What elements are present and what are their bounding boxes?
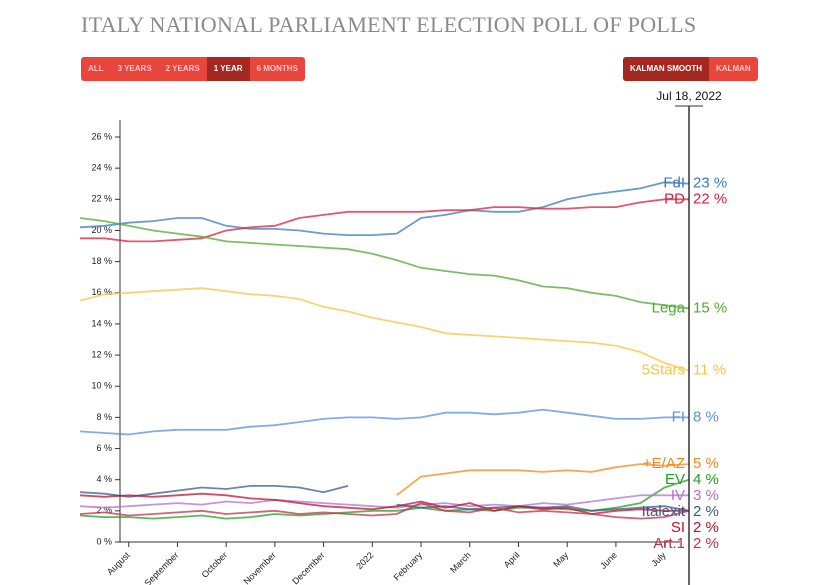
x-tick-label: May	[551, 550, 570, 569]
toggle-button[interactable]: KALMAN SMOOTH	[623, 57, 709, 81]
series-value-label: 2 %	[693, 535, 719, 552]
x-tick-label: September	[142, 550, 180, 585]
y-tick-label: 10 %	[91, 381, 112, 391]
x-tick-label: November	[242, 550, 278, 585]
y-tick-label: 26 %	[91, 131, 112, 141]
series-name: Italexit	[642, 503, 686, 520]
series-value-label: 4 %	[693, 471, 719, 488]
series-name: EV	[665, 471, 685, 488]
y-tick-label: 12 %	[91, 349, 112, 359]
toggle-button[interactable]: 6 MONTHS	[256, 64, 298, 73]
y-tick-label: 18 %	[91, 256, 112, 266]
toggle-button[interactable]: ALL	[88, 64, 104, 73]
series-value-label: 2 %	[693, 519, 719, 536]
series-line	[79, 502, 690, 520]
y-tick-label: 24 %	[91, 163, 112, 173]
x-tick-label: June	[598, 550, 619, 571]
series-line	[79, 287, 690, 372]
toggle-button[interactable]: KALMAN	[716, 64, 751, 73]
chart-title: ITALY NATIONAL PARLIAMENT ELECTION POLL …	[81, 12, 697, 37]
y-tick-label: 16 %	[91, 287, 112, 297]
x-tick-label: August	[105, 550, 132, 577]
series-name: +E/AZ	[643, 455, 685, 472]
y-tick-label: 4 %	[96, 474, 112, 484]
toggle-button[interactable]: 3 YEARS	[117, 64, 152, 73]
x-tick-label: February	[392, 550, 425, 583]
series-name: 5Stars	[642, 362, 685, 379]
series-name: PD	[664, 191, 685, 208]
series-line	[80, 198, 689, 243]
series-name: FdI	[663, 175, 685, 192]
y-tick-label: 6 %	[96, 443, 112, 453]
series-value-label: 11 %	[693, 362, 726, 379]
series-value-label: 8 %	[693, 408, 719, 425]
series-name: Art.1	[653, 535, 685, 552]
x-tick-label: April	[502, 550, 522, 570]
x-tick-label: December	[290, 550, 326, 585]
series-line	[79, 408, 689, 436]
series-value-label: 3 %	[693, 487, 719, 504]
x-tick-label: 2022	[354, 550, 375, 571]
smoothing-buttons: KALMAN SMOOTH KALMAN	[623, 57, 758, 81]
x-tick-label: July	[649, 550, 668, 569]
series-line	[396, 463, 690, 497]
series-line	[79, 181, 690, 236]
y-tick-label: 20 %	[91, 225, 112, 235]
y-tick-label: 0 %	[96, 536, 112, 546]
y-tick-label: 2 %	[96, 505, 112, 515]
series-line	[79, 494, 689, 509]
x-tick-label: October	[200, 550, 230, 580]
toggle-button[interactable]: 1 YEAR	[206, 57, 250, 81]
toggle-button[interactable]: 2 YEARS	[165, 64, 200, 73]
series-name: Lega	[652, 299, 686, 316]
y-tick-label: 8 %	[96, 412, 112, 422]
series-value-label: 15 %	[693, 299, 727, 316]
series-line	[79, 217, 690, 310]
series-value-label: 22 %	[693, 191, 727, 208]
series-value-label: 2 %	[693, 503, 719, 520]
y-tick-label: 22 %	[91, 194, 112, 204]
series-value-label: 23 %	[693, 175, 727, 192]
series-name: FI	[672, 408, 685, 425]
range-buttons: ALL 3 YEARS 2 YEARS 1 YEAR 6 MONTHS	[81, 57, 305, 81]
hover-date: Jul 18, 2022	[656, 89, 722, 103]
y-tick-label: 14 %	[91, 318, 112, 328]
series-name: SI	[671, 519, 685, 536]
series-value-label: 5 %	[693, 455, 719, 472]
series-name: IV	[671, 487, 685, 504]
x-tick-label: March	[448, 550, 473, 575]
